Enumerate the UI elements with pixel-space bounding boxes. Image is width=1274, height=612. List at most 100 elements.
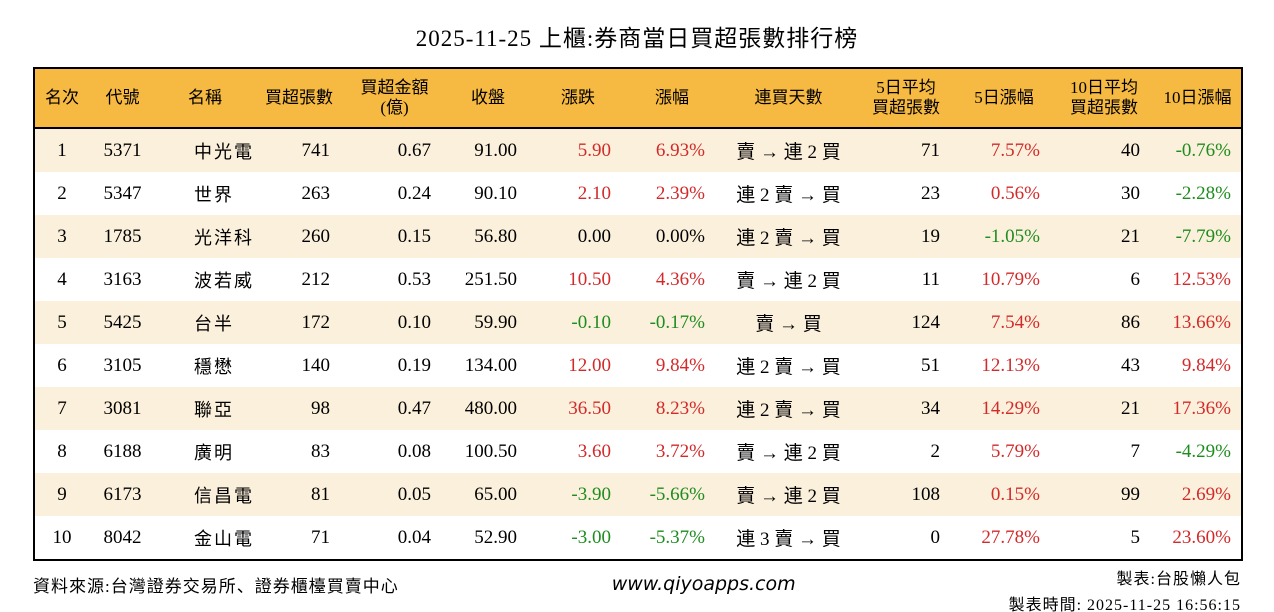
cell-net-buy: 140 bbox=[301, 354, 331, 376]
cell-pct10: 23.60% bbox=[1172, 526, 1231, 548]
cell-change-pct: 6.93% bbox=[655, 139, 705, 161]
header-change: 漲跌 bbox=[531, 68, 625, 129]
cell-rank: 6 bbox=[57, 354, 67, 376]
footer: 資料來源:台灣證券交易所、證券櫃檯買賣中心 www.qiyoapps.com 製… bbox=[33, 567, 1241, 612]
cell-avg5: 108 bbox=[911, 483, 941, 505]
table-row: 4 3163 波若威 212 0.53 251.50 10.50 4.36% 賣… bbox=[34, 258, 1242, 301]
cell-pct5: 0.15% bbox=[990, 483, 1040, 505]
cell-pct10: -7.79% bbox=[1175, 225, 1231, 247]
cell-streak: 連 2 賣 → 買 bbox=[736, 400, 841, 421]
cell-pct5: 27.78% bbox=[981, 526, 1040, 548]
cell-rank: 4 bbox=[57, 268, 67, 290]
cell-name: 中光電 bbox=[194, 141, 254, 162]
cell-avg10: 43 bbox=[1121, 354, 1140, 376]
cell-avg5: 71 bbox=[921, 139, 940, 161]
cell-net-buy: 71 bbox=[311, 526, 330, 548]
cell-change-pct: 9.84% bbox=[655, 354, 705, 376]
cell-avg10: 30 bbox=[1121, 182, 1140, 204]
data-source-text: 資料來源:台灣證券交易所、證券櫃檯買賣中心 bbox=[33, 577, 399, 596]
cell-net-amount: 0.05 bbox=[397, 483, 431, 505]
cell-streak: 連 3 賣 → 買 bbox=[736, 529, 841, 550]
cell-change-pct: 4.36% bbox=[655, 268, 705, 290]
cell-pct10: 12.53% bbox=[1172, 268, 1231, 290]
header-avg10: 10日平均 買超張數 bbox=[1054, 68, 1154, 129]
cell-close: 251.50 bbox=[464, 268, 517, 290]
made-time-text: 製表時間: 2025-11-25 16:56:15 bbox=[1008, 596, 1241, 612]
cell-change-pct: 8.23% bbox=[655, 397, 705, 419]
cell-code: 3105 bbox=[103, 354, 142, 376]
cell-avg10: 99 bbox=[1121, 483, 1140, 505]
header-net-buy: 買超張數 bbox=[254, 68, 344, 129]
cell-code: 5425 bbox=[103, 311, 142, 333]
cell-streak: 賣 → 連 2 買 bbox=[736, 486, 841, 507]
cell-pct5: -1.05% bbox=[984, 225, 1040, 247]
table-row: 6 3105 穩懋 140 0.19 134.00 12.00 9.84% 連 … bbox=[34, 344, 1242, 387]
cell-change: 10.50 bbox=[568, 268, 611, 290]
header-name: 名稱 bbox=[156, 68, 254, 129]
cell-code: 5371 bbox=[103, 139, 142, 161]
cell-pct5: 12.13% bbox=[981, 354, 1040, 376]
cell-pct5: 14.29% bbox=[981, 397, 1040, 419]
header-pct5: 5日漲幅 bbox=[954, 68, 1054, 129]
cell-close: 90.10 bbox=[474, 182, 517, 204]
cell-change: 2.10 bbox=[577, 182, 611, 204]
header-net-amount: 買超金額 (億) bbox=[344, 68, 445, 129]
cell-avg10: 7 bbox=[1130, 440, 1141, 462]
header-close: 收盤 bbox=[445, 68, 531, 129]
table-header-row: 名次 代號 名稱 買超張數 買超金額 (億) 收盤 漲跌 漲幅 連買天數 5日平… bbox=[34, 68, 1242, 129]
cell-rank: 7 bbox=[57, 397, 67, 419]
cell-name: 聯亞 bbox=[194, 399, 234, 420]
cell-close: 134.00 bbox=[464, 354, 517, 376]
cell-change: -3.90 bbox=[571, 483, 611, 505]
cell-code: 6188 bbox=[103, 440, 142, 462]
cell-pct10: -2.28% bbox=[1175, 182, 1231, 204]
cell-avg10: 5 bbox=[1130, 526, 1141, 548]
cell-pct5: 10.79% bbox=[981, 268, 1040, 290]
cell-streak: 賣 → 買 bbox=[755, 314, 822, 335]
cell-avg10: 21 bbox=[1121, 397, 1140, 419]
cell-avg5: 19 bbox=[921, 225, 940, 247]
table-row: 10 8042 金山電 71 0.04 52.90 -3.00 -5.37% 連… bbox=[34, 516, 1242, 560]
cell-streak: 連 2 賣 → 買 bbox=[736, 357, 841, 378]
cell-change: -3.00 bbox=[571, 526, 611, 548]
cell-change-pct: -5.37% bbox=[649, 526, 705, 548]
cell-close: 56.80 bbox=[474, 225, 517, 247]
website-text: www.qiyoapps.com bbox=[611, 573, 796, 595]
cell-change-pct: 2.39% bbox=[655, 182, 705, 204]
cell-name: 世界 bbox=[194, 184, 234, 205]
cell-change: -0.10 bbox=[571, 311, 611, 333]
cell-avg5: 124 bbox=[911, 311, 941, 333]
cell-name: 台半 bbox=[194, 313, 234, 334]
table-header: 名次 代號 名稱 買超張數 買超金額 (億) 收盤 漲跌 漲幅 連買天數 5日平… bbox=[34, 68, 1242, 129]
table-row: 3 1785 光洋科 260 0.15 56.80 0.00 0.00% 連 2… bbox=[34, 215, 1242, 258]
cell-change: 3.60 bbox=[577, 440, 611, 462]
cell-net-amount: 0.08 bbox=[397, 440, 431, 462]
cell-streak: 賣 → 連 2 買 bbox=[736, 142, 841, 163]
cell-net-buy: 741 bbox=[301, 139, 331, 161]
credits: 製表:台股懶人包 製表時間: 2025-11-25 16:56:15 bbox=[1009, 567, 1241, 612]
cell-net-buy: 263 bbox=[301, 182, 331, 204]
cell-avg5: 51 bbox=[921, 354, 940, 376]
cell-code: 5347 bbox=[103, 182, 142, 204]
cell-streak: 連 2 賣 → 買 bbox=[736, 228, 841, 249]
cell-close: 91.00 bbox=[474, 139, 517, 161]
broker-net-buy-table: 名次 代號 名稱 買超張數 買超金額 (億) 收盤 漲跌 漲幅 連買天數 5日平… bbox=[33, 67, 1243, 561]
cell-net-amount: 0.24 bbox=[397, 182, 431, 204]
cell-net-amount: 0.10 bbox=[397, 311, 431, 333]
table-row: 5 5425 台半 172 0.10 59.90 -0.10 -0.17% 賣 … bbox=[34, 301, 1242, 344]
cell-change: 36.50 bbox=[568, 397, 611, 419]
cell-net-buy: 260 bbox=[301, 225, 331, 247]
table-body: 1 5371 中光電 741 0.67 91.00 5.90 6.93% 賣 →… bbox=[34, 128, 1242, 560]
cell-name: 廣明 bbox=[194, 442, 234, 463]
cell-pct5: 0.56% bbox=[990, 182, 1040, 204]
cell-streak: 賣 → 連 2 買 bbox=[736, 443, 841, 464]
cell-name: 金山電 bbox=[194, 528, 254, 549]
cell-rank: 3 bbox=[57, 225, 67, 247]
header-avg5: 5日平均 買超張數 bbox=[858, 68, 954, 129]
table-row: 9 6173 信昌電 81 0.05 65.00 -3.90 -5.66% 賣 … bbox=[34, 473, 1242, 516]
cell-change-pct: -5.66% bbox=[649, 483, 705, 505]
cell-net-buy: 212 bbox=[301, 268, 331, 290]
cell-avg5: 0 bbox=[930, 526, 941, 548]
cell-name: 穩懋 bbox=[194, 356, 234, 377]
